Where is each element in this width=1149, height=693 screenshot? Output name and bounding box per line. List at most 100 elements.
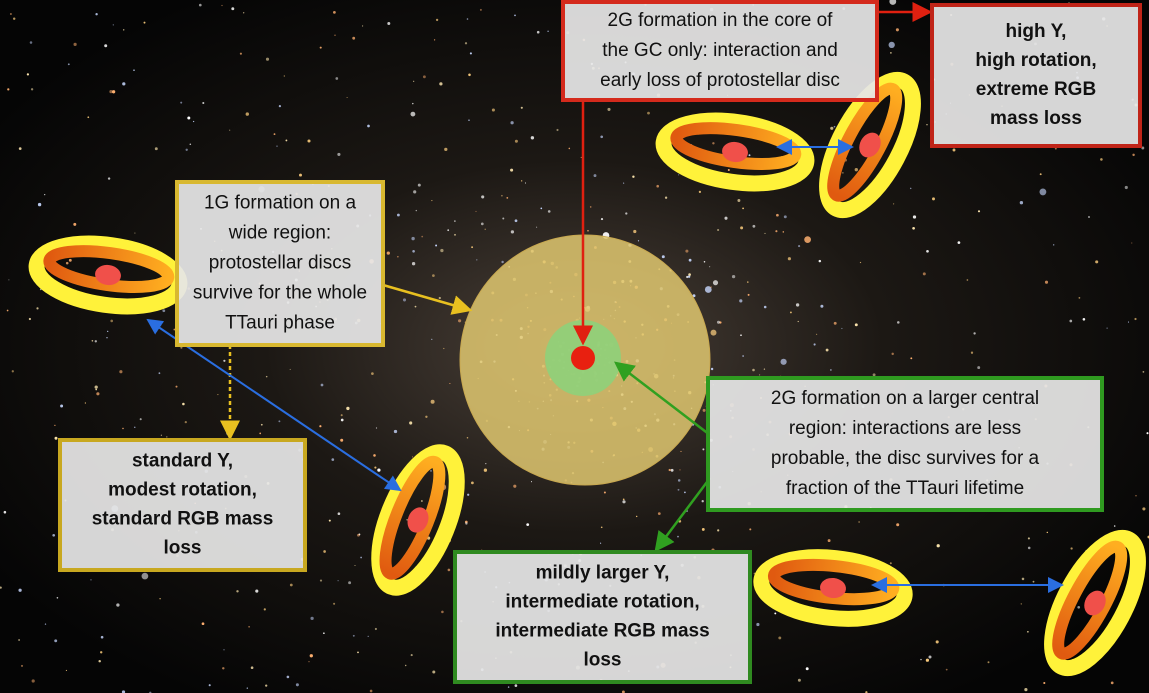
outcome-box: high Y, high rotation, extreme RGB mass los… bbox=[930, 3, 1142, 148]
star bbox=[506, 197, 509, 199]
star-core bbox=[722, 141, 748, 163]
star bbox=[56, 597, 59, 599]
star bbox=[54, 436, 58, 440]
star bbox=[479, 8, 482, 11]
star bbox=[134, 232, 136, 234]
star bbox=[712, 142, 715, 145]
star bbox=[67, 63, 70, 66]
star bbox=[688, 273, 691, 276]
star bbox=[334, 34, 336, 36]
star bbox=[1082, 318, 1086, 321]
star bbox=[687, 275, 691, 278]
star bbox=[414, 305, 417, 308]
star bbox=[895, 28, 899, 32]
star bbox=[1095, 260, 1099, 264]
star bbox=[977, 366, 981, 370]
arrow bbox=[146, 318, 402, 492]
star bbox=[466, 437, 469, 439]
star bbox=[661, 255, 665, 259]
star bbox=[622, 498, 625, 501]
star bbox=[925, 658, 930, 662]
star bbox=[622, 500, 626, 504]
star bbox=[471, 246, 474, 249]
star bbox=[217, 394, 219, 396]
label-line: the GC only: interaction and bbox=[602, 40, 838, 61]
star bbox=[421, 500, 423, 502]
star bbox=[121, 690, 126, 693]
label-line: extreme RGB bbox=[976, 79, 1096, 100]
star bbox=[833, 125, 836, 128]
star bbox=[481, 195, 485, 199]
star bbox=[701, 527, 705, 531]
star bbox=[621, 690, 625, 693]
star bbox=[110, 319, 114, 323]
star bbox=[141, 572, 149, 580]
note-box: 2G formation in the core of the GC only: … bbox=[561, 0, 879, 102]
arrow bbox=[654, 477, 711, 552]
star bbox=[248, 626, 250, 628]
label-line: loss bbox=[163, 538, 201, 559]
star bbox=[678, 174, 680, 176]
star bbox=[774, 612, 777, 615]
star bbox=[202, 101, 205, 105]
star bbox=[677, 479, 681, 482]
star bbox=[458, 319, 462, 323]
star bbox=[797, 678, 801, 682]
star bbox=[685, 249, 689, 253]
star bbox=[246, 687, 248, 689]
star bbox=[20, 664, 24, 667]
star bbox=[556, 128, 559, 132]
star bbox=[464, 42, 468, 45]
star bbox=[776, 213, 779, 217]
star bbox=[6, 309, 9, 312]
star bbox=[547, 30, 549, 32]
star bbox=[973, 332, 976, 335]
star bbox=[265, 684, 268, 687]
star bbox=[1044, 280, 1049, 284]
star bbox=[710, 329, 717, 336]
star bbox=[433, 39, 436, 41]
star bbox=[260, 423, 263, 426]
note-box: 1G formation on a wide region: protostella… bbox=[175, 180, 385, 347]
star bbox=[0, 586, 2, 589]
star bbox=[780, 358, 787, 365]
star bbox=[346, 96, 348, 99]
star bbox=[872, 373, 876, 377]
star bbox=[319, 579, 323, 582]
star bbox=[712, 280, 719, 286]
star bbox=[73, 42, 77, 47]
star bbox=[536, 226, 538, 228]
star bbox=[119, 370, 123, 374]
star bbox=[307, 139, 311, 143]
label-line: region: interactions are less bbox=[789, 418, 1021, 439]
star bbox=[798, 245, 801, 248]
star bbox=[104, 44, 108, 48]
star bbox=[1021, 577, 1025, 581]
star bbox=[410, 111, 416, 117]
note-box: 2G formation on a larger central region: … bbox=[706, 376, 1104, 512]
star-core bbox=[407, 507, 429, 533]
star bbox=[731, 274, 736, 279]
star-core bbox=[1084, 590, 1106, 616]
star bbox=[717, 228, 720, 232]
star bbox=[444, 147, 448, 152]
star bbox=[387, 22, 391, 25]
star bbox=[116, 603, 120, 607]
star bbox=[236, 590, 239, 593]
star bbox=[373, 454, 376, 457]
star bbox=[935, 640, 939, 644]
star bbox=[371, 372, 374, 375]
star bbox=[354, 564, 356, 567]
star bbox=[335, 77, 339, 80]
star bbox=[1142, 507, 1146, 511]
star bbox=[454, 220, 456, 222]
star bbox=[286, 675, 290, 679]
star bbox=[842, 172, 844, 174]
star bbox=[858, 521, 860, 523]
star bbox=[637, 240, 640, 242]
star bbox=[966, 279, 969, 281]
star bbox=[910, 357, 913, 360]
star bbox=[417, 183, 421, 187]
star bbox=[936, 544, 940, 548]
